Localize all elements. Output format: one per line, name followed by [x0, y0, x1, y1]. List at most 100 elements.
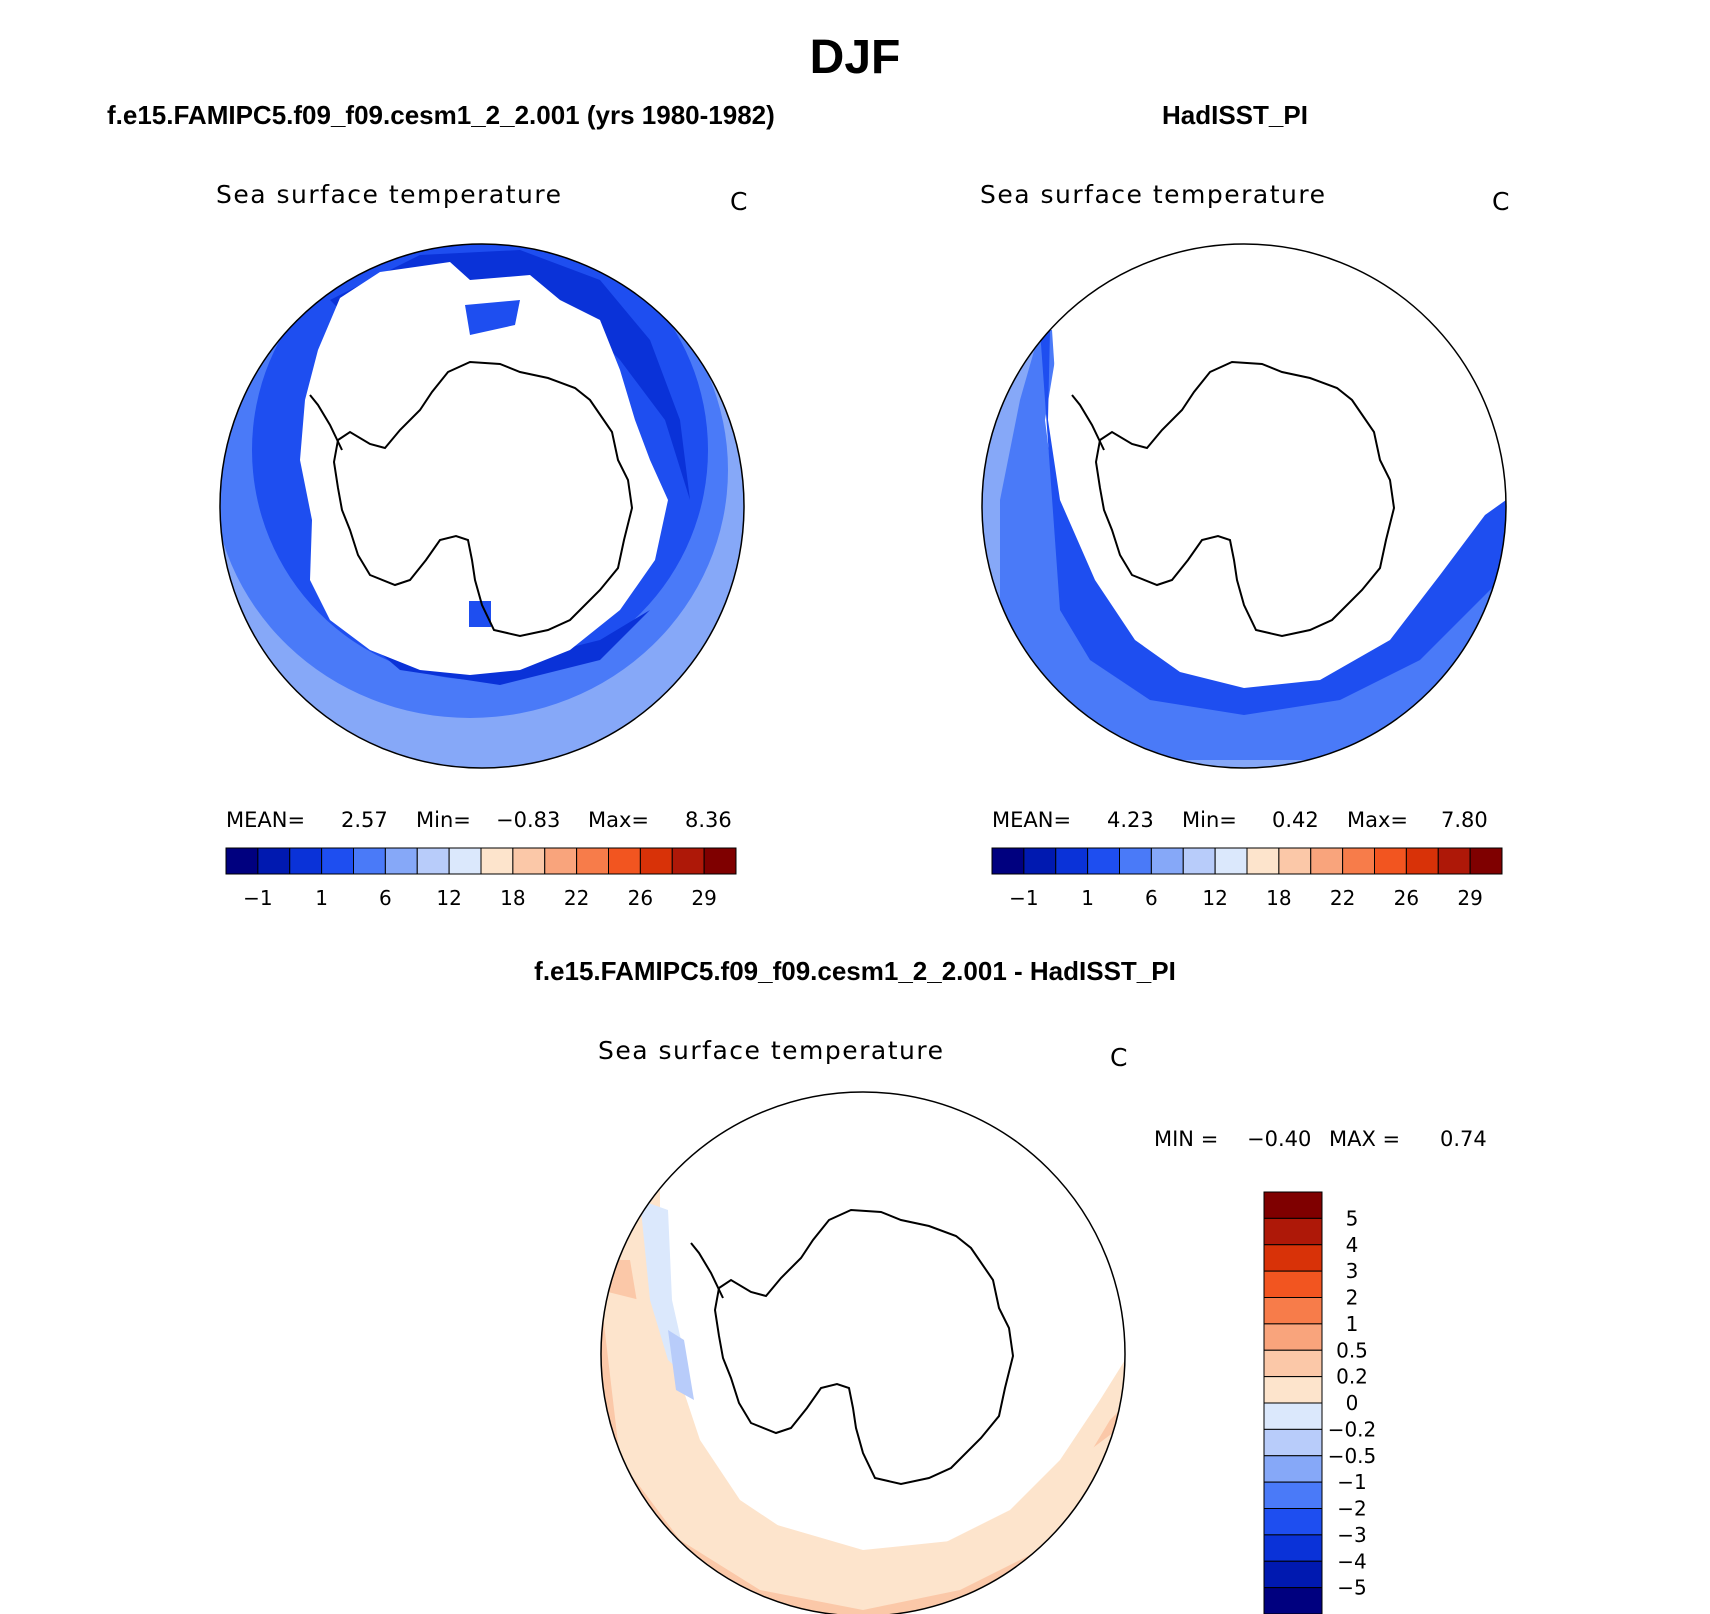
- colorbar-difference-tick-label: 0.5: [1336, 1338, 1368, 1362]
- figure-title: DJF: [809, 31, 901, 84]
- colorbar-difference-swatch: [1263, 1349, 1323, 1378]
- colorbar-model-swatch: [576, 847, 609, 875]
- colorbar-difference-swatch: [1263, 1534, 1323, 1562]
- panel1-max-label: Max=: [588, 808, 650, 832]
- colorbar-model-tick-label: 26: [628, 886, 653, 910]
- colorbar-difference-tick-label: 0.2: [1336, 1365, 1368, 1389]
- map-model-sst: [220, 244, 744, 768]
- colorbar-obs-tick-label: 26: [1394, 886, 1419, 910]
- map-difference-boundary: [600, 1091, 1126, 1614]
- colorbar-model-swatch: [289, 847, 323, 875]
- colorbar-obs-swatch: [1023, 847, 1057, 875]
- antarctica-coastline-difference: [713, 1208, 1015, 1486]
- colorbar-model-swatch: [703, 847, 737, 875]
- panel3-units-label: C: [1110, 1043, 1129, 1072]
- colorbar-difference-tick-label: −5: [1337, 1576, 1366, 1600]
- colorbar-model-swatch: [544, 847, 578, 875]
- map-obs-boundary: [981, 243, 1507, 769]
- colorbar-difference-tick-label: −2: [1337, 1497, 1366, 1521]
- colorbar-obs-tick-label: 1: [1081, 886, 1094, 910]
- colorbar-difference-swatch: [1263, 1191, 1323, 1219]
- colorbar-difference-tick-label: 5: [1346, 1206, 1359, 1230]
- colorbar-difference-tick-label: 2: [1346, 1286, 1359, 1310]
- colorbar-obs-swatch: [1469, 847, 1503, 875]
- panel3-max-value: 0.74: [1440, 1127, 1487, 1151]
- colorbar-obs-swatch: [1119, 847, 1152, 875]
- panel2-max-label: Max=: [1347, 808, 1409, 832]
- colorbar-difference-swatch: [1263, 1587, 1323, 1614]
- colorbar-difference-tick-label: 4: [1346, 1233, 1359, 1257]
- colorbar-model-swatch: [225, 847, 259, 875]
- panel2-title: HadISST_PI: [1162, 100, 1308, 130]
- panel1-units-label: C: [730, 187, 749, 216]
- colorbar-model-tick-label: 1: [315, 886, 328, 910]
- panel3-variable-label: Sea surface temperature: [598, 1036, 945, 1065]
- colorbar-difference-tick-label: 1: [1346, 1312, 1359, 1336]
- colorbar-model-swatch: [639, 847, 673, 875]
- colorbar-difference-tick-label: 3: [1346, 1259, 1359, 1283]
- colorbar-obs-swatch: [1150, 847, 1184, 875]
- colorbar-obs-swatch: [1246, 847, 1280, 875]
- panel2-variable-label: Sea surface temperature: [980, 180, 1327, 209]
- colorbar-difference-swatch: [1263, 1508, 1323, 1536]
- colorbar-difference-swatch: [1263, 1217, 1323, 1246]
- colorbar-difference-swatch: [1263, 1244, 1323, 1272]
- colorbar-model-tick-label: 29: [691, 886, 716, 910]
- colorbar-obs-swatch: [1087, 847, 1120, 875]
- colorbar-difference-swatch: [1263, 1428, 1323, 1457]
- colorbar-model-swatch: [416, 847, 450, 875]
- panel2-mean-value: 4.23: [1107, 808, 1154, 832]
- colorbar-model-tick-label: 18: [500, 886, 525, 910]
- panel3-title: f.e15.FAMIPC5.f09_f09.cesm1_2_2.001 - Ha…: [534, 956, 1176, 986]
- colorbar-obs-tick-label: 29: [1457, 886, 1482, 910]
- colorbar-model: −1 1 6 12 18 22 26 29: [225, 847, 737, 910]
- colorbar-model-tick-label: 12: [436, 886, 461, 910]
- map-model-boundary: [219, 243, 745, 769]
- colorbar-model-swatch: [384, 847, 418, 875]
- colorbar-model-swatch: [448, 847, 482, 875]
- colorbar-obs-swatch: [1405, 847, 1439, 875]
- colorbar-obs-swatch: [1182, 847, 1216, 875]
- colorbar-difference-tick-label: 0: [1346, 1391, 1359, 1415]
- colorbar-difference-swatch: [1263, 1455, 1323, 1483]
- antarctica-coastline-model: [332, 360, 634, 638]
- panel2-units-label: C: [1492, 187, 1511, 216]
- colorbar-model-swatch: [353, 847, 386, 875]
- panel1-mean-label: MEAN=: [226, 808, 306, 832]
- panel1-min-label: Min=: [416, 808, 471, 832]
- colorbar-difference-tick-label: −1: [1337, 1470, 1366, 1494]
- colorbar-difference-swatch: [1263, 1270, 1323, 1298]
- panel1-max-value: 8.36: [685, 808, 732, 832]
- colorbar-model-swatch: [671, 847, 705, 875]
- panel1-min-value: −0.83: [496, 808, 561, 832]
- panel3-max-label: MAX =: [1329, 1127, 1401, 1151]
- colorbar-difference-swatch: [1263, 1323, 1323, 1351]
- colorbar-obs-tick-label: 18: [1266, 886, 1291, 910]
- colorbar-obs: −1 1 6 12 18 22 26 29: [991, 847, 1503, 910]
- colorbar-obs-swatch: [1055, 847, 1089, 875]
- colorbar-difference-swatch: [1263, 1402, 1323, 1430]
- colorbar-obs-tick-label: 12: [1202, 886, 1227, 910]
- colorbar-difference-tick-label: −4: [1337, 1549, 1366, 1573]
- map-obs-sst: [982, 244, 1506, 768]
- panel2-min-label: Min=: [1182, 808, 1237, 832]
- colorbar-model-tick-label: −1: [243, 886, 272, 910]
- colorbar-model-swatch: [257, 847, 291, 875]
- colorbar-difference-tick-label: −0.2: [1328, 1417, 1377, 1441]
- colorbar-difference-swatch: [1263, 1481, 1323, 1509]
- colorbar-obs-swatch: [1437, 847, 1471, 875]
- colorbar-obs-tick-label: −1: [1009, 886, 1038, 910]
- colorbar-obs-swatch: [991, 847, 1025, 875]
- colorbar-difference-tick-label: −0.5: [1328, 1444, 1377, 1468]
- colorbar-model-swatch: [321, 847, 354, 875]
- antarctica-coastline-obs: [1094, 360, 1396, 638]
- panel2-max-value: 7.80: [1441, 808, 1488, 832]
- colorbar-model-swatch: [480, 847, 514, 875]
- colorbar-difference-swatch: [1263, 1560, 1323, 1589]
- colorbar-difference-swatch: [1263, 1376, 1323, 1404]
- map-difference: [601, 1092, 1125, 1614]
- panel1-title: f.e15.FAMIPC5.f09_f09.cesm1_2_2.001 (yrs…: [107, 100, 775, 130]
- colorbar-obs-swatch: [1374, 847, 1407, 875]
- colorbar-obs-swatch: [1342, 847, 1375, 875]
